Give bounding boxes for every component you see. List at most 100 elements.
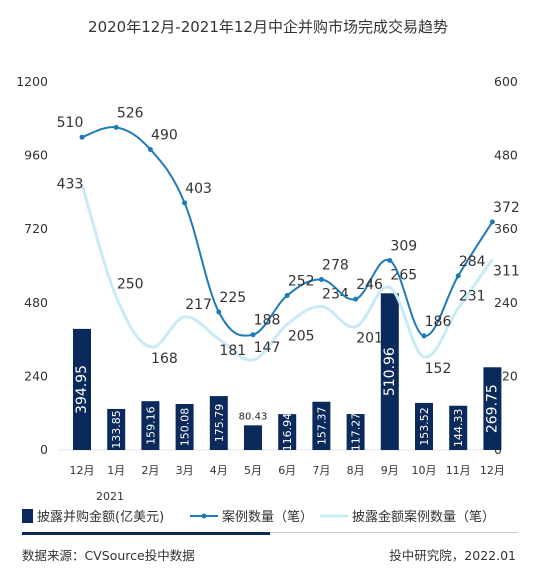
bar (107, 408, 126, 450)
disclosed-cases-label: 201 (356, 331, 383, 347)
bar-series: 394.95 133.85 159.16 150.08 175.79 80.43 116.9… (73, 293, 502, 452)
disclosed-cases-label: 217 (185, 297, 212, 313)
cases-point (182, 200, 188, 206)
disclosed-cases-label: 250 (117, 277, 144, 293)
left-axis-ticks: 0 240 480 720 960 1200 (16, 74, 48, 457)
cases-point (216, 309, 222, 315)
cases-point (250, 332, 256, 338)
footer-source: 数据来源：CVSource投中数据 (22, 548, 195, 563)
cases-point (353, 296, 359, 302)
cases-point (79, 134, 85, 140)
x-tick-label: 10月 (412, 464, 437, 477)
disclosed-cases-label: 311 (493, 263, 520, 279)
bar-value-label: 175.79 (213, 404, 226, 443)
disclosed-cases-label: 152 (425, 361, 452, 377)
right-tick-label: 480 (494, 148, 518, 163)
bar (380, 293, 399, 450)
left-tick-label: 480 (24, 295, 48, 310)
bar-value-label: 269.75 (484, 384, 500, 433)
line-series: 433 250 168 217 181 147 205 234 201 265 152 231 311 5… (57, 105, 520, 376)
cases-label: 510 (57, 115, 84, 131)
bar-value-label: 159.16 (144, 406, 157, 445)
legend-label-cases: 案例数量（笔） (222, 509, 313, 525)
legend-label-disclosed: 披露金额案例数量（笔） (352, 509, 495, 525)
left-tick-label: 720 (24, 221, 48, 236)
disclosed-cases-label: 433 (57, 176, 84, 192)
bar-value-label: 133.85 (110, 410, 123, 449)
year-label: 2021 (96, 490, 124, 503)
left-tick-label: 960 (24, 148, 48, 163)
disclosed-cases-label: 181 (219, 343, 246, 359)
bar (415, 402, 433, 450)
cases-point (421, 333, 427, 339)
cases-point (387, 257, 393, 263)
legend-label-bar: 披露并购金额(亿美元) (37, 509, 164, 525)
footer-divider (270, 532, 518, 533)
x-tick-label: 2月 (141, 464, 159, 477)
bar (278, 414, 297, 450)
x-tick-label: 8月 (347, 464, 365, 477)
disclosed-cases-label: 205 (288, 328, 315, 344)
bar-value-label: 153.52 (418, 407, 431, 446)
cases-label: 526 (117, 105, 144, 121)
bar (209, 396, 228, 450)
cases-label: 309 (390, 238, 417, 254)
cases-label: 246 (356, 277, 383, 293)
disclosed-cases-label: 168 (151, 351, 178, 367)
bar (483, 367, 502, 450)
bar-value-label: 157.37 (315, 407, 328, 446)
right-tick-label: 360 (494, 221, 518, 236)
cases-label: 372 (493, 200, 520, 216)
bar-value-label: 80.43 (239, 411, 268, 422)
legend: 披露并购金额(亿美元) 案例数量（笔） 披露金额案例数量（笔） (22, 509, 495, 525)
bar (346, 414, 365, 450)
footer-credit: 投中研究院，2022.01 (389, 548, 516, 563)
x-tick-label: 3月 (176, 464, 194, 477)
bar (175, 403, 194, 450)
cases-label: 278 (322, 257, 349, 273)
x-tick-label: 12月 (480, 464, 505, 477)
cases-point (147, 146, 153, 152)
chart-title: 2020年12月-2021年12月中企并购市场完成交易趋势 (88, 18, 448, 36)
cases-point (318, 276, 324, 282)
x-axis-ticks: 12月 1月 2月 3月 4月 5月 6月 7月 8月 9月 10月 11月 12月 (70, 464, 505, 477)
x-tick-label: 6月 (278, 464, 296, 477)
cases-label: 252 (288, 273, 315, 289)
right-tick-label: 240 (494, 295, 518, 310)
x-tick-label: 1月 (107, 464, 125, 477)
cases-point (455, 273, 461, 279)
bar (141, 401, 160, 450)
bar-value-label: 116.94 (281, 413, 294, 452)
x-tick-label: 9月 (381, 464, 399, 477)
bar-value-label: 394.95 (74, 365, 90, 414)
legend-marker-cases (201, 513, 207, 519)
cases-label: 284 (459, 254, 486, 270)
x-tick-label: 11月 (446, 464, 471, 477)
cases-point (284, 292, 290, 298)
footer-accent-bar (22, 532, 270, 535)
bar-value-label: 510.96 (382, 347, 398, 396)
right-tick-label: 600 (494, 74, 518, 89)
left-tick-label: 240 (24, 368, 48, 383)
cases-label: 403 (185, 181, 212, 197)
bar (244, 425, 262, 450)
legend-swatch-bar (22, 509, 33, 523)
disclosed-cases-label: 231 (459, 288, 486, 304)
cases-label: 186 (425, 314, 452, 330)
disclosed-cases-label: 147 (254, 340, 281, 356)
x-tick-label: 4月 (210, 464, 228, 477)
cases-label: 188 (254, 313, 281, 329)
bar-value-label: 150.08 (179, 408, 192, 447)
disclosed-cases-label: 234 (322, 286, 349, 302)
cases-label: 490 (151, 127, 178, 143)
x-tick-label: 5月 (244, 464, 262, 477)
cases-point (489, 219, 495, 225)
bar-value-label: 117.27 (350, 413, 363, 452)
line-cases (81, 126, 494, 337)
line-disclosed-cases (80, 183, 494, 362)
cases-label: 225 (219, 290, 246, 306)
cases-point (113, 124, 119, 130)
bar (312, 401, 331, 450)
left-tick-label: 0 (40, 442, 48, 457)
